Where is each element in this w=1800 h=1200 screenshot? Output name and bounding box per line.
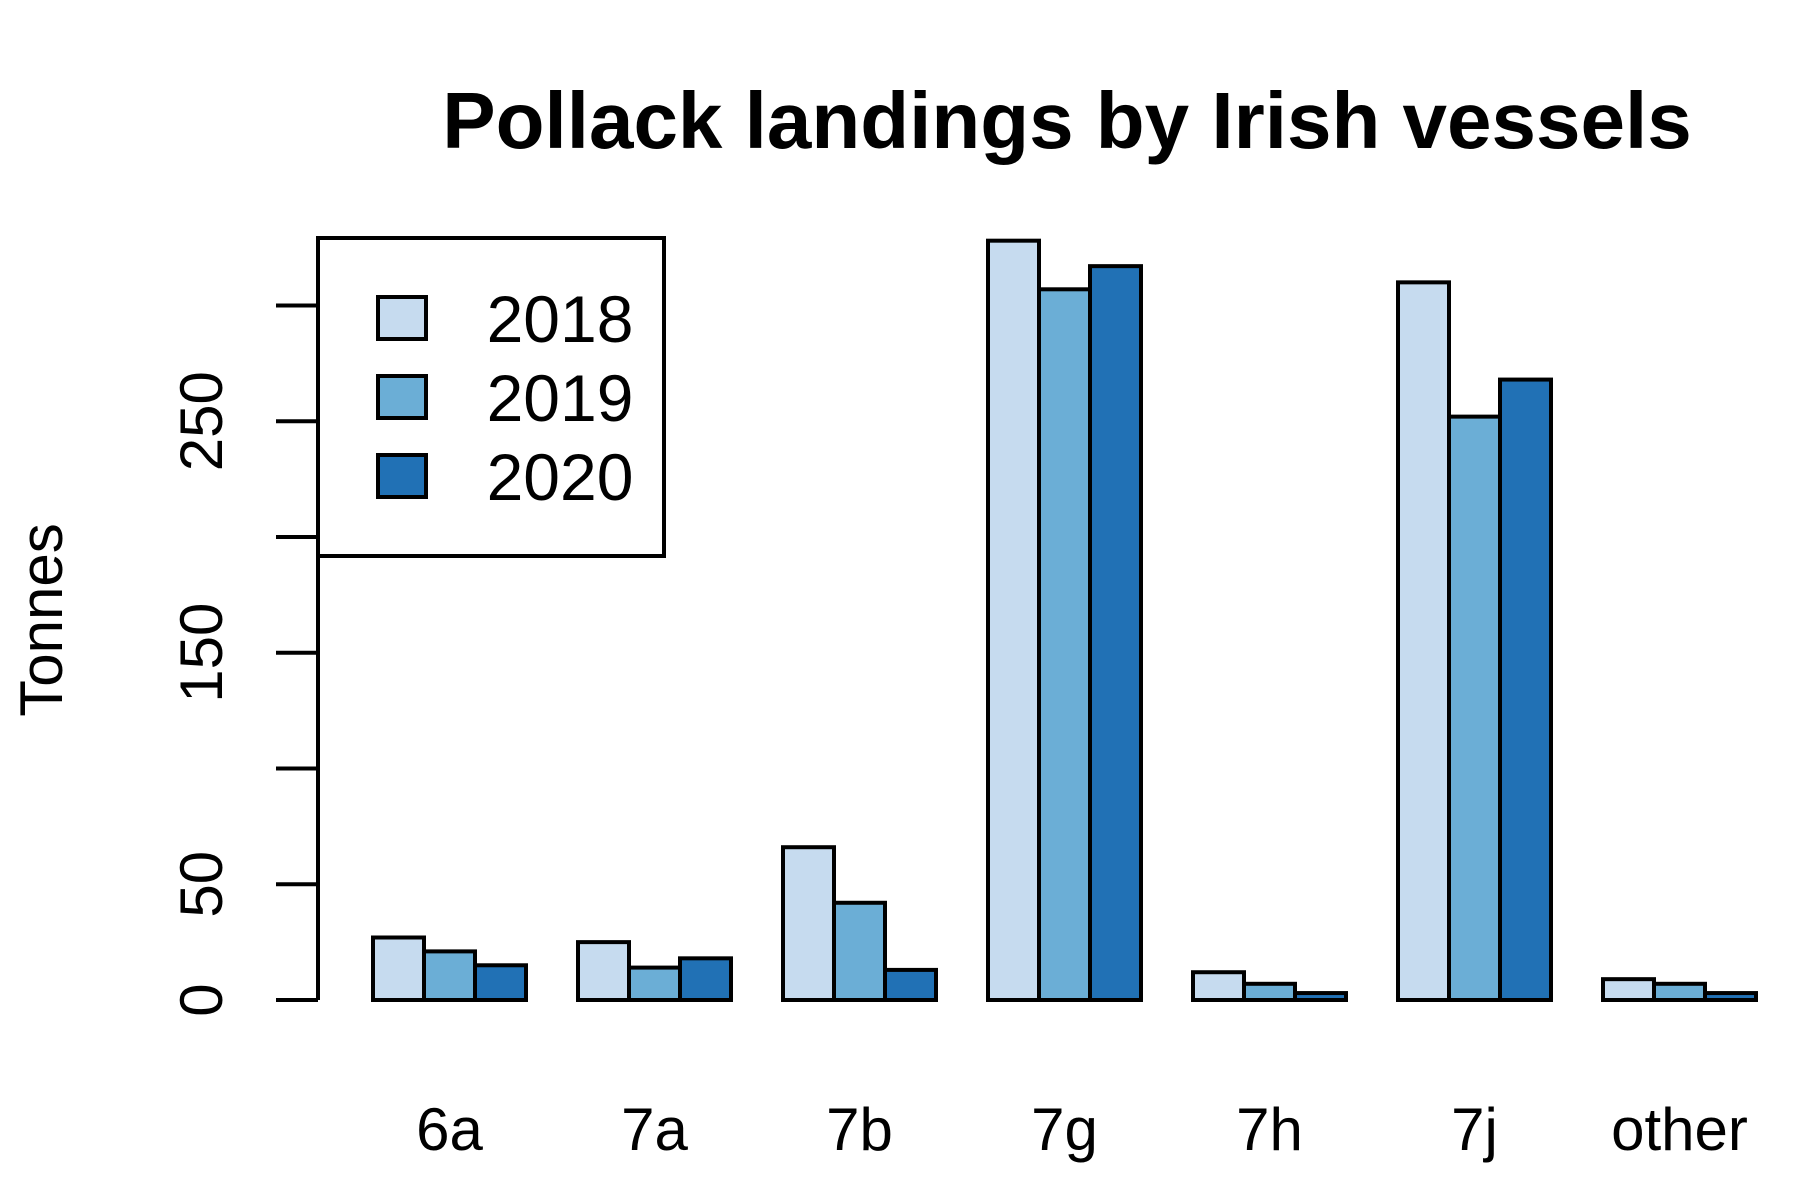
x-tick-label: 7j [1451,1096,1498,1163]
y-tick-label: 150 [168,603,235,703]
x-tick-label: 7a [621,1096,688,1163]
bar-6a-2018 [371,935,426,1002]
bar-7b-2018 [781,845,836,1003]
y-axis-label: Tonnes [8,523,75,716]
bar-7a-2018 [576,940,631,1002]
bar-7g-2019 [1037,287,1092,1003]
y-axis: 0 50 150 250 [168,303,320,1017]
bar-7j-2018 [1396,280,1451,1003]
bar-7j-2020 [1498,377,1553,1002]
legend-label-2019: 2019 [487,361,634,435]
bar-7g-2018 [986,238,1041,1002]
bar-7h-2020 [1293,991,1348,1002]
legend-swatch-2018 [376,295,428,341]
legend-swatch-2019 [376,374,428,420]
bar-7h-2018 [1191,970,1246,1002]
x-tick-label: 6a [416,1096,483,1163]
x-tick-label: 7g [1031,1096,1098,1163]
bars-group [371,238,1758,1003]
bar-7h-2019 [1242,981,1297,1002]
x-axis-labels: 6a 7a 7b 7g 7h 7j other [416,1096,1748,1163]
legend-label-2018: 2018 [487,282,634,356]
bar-6a-2019 [422,949,477,1003]
y-tick-label: 0 [168,983,235,1016]
bar-7b-2019 [832,900,887,1003]
y-tick-label: 250 [168,371,235,471]
bar-other-2020 [1703,991,1758,1002]
bar-7b-2020 [883,967,938,1003]
x-tick-label: 7h [1236,1096,1303,1163]
bar-7g-2020 [1088,264,1143,1002]
chart-title: Pollack landings by Irish vessels [442,76,1691,165]
bar-7j-2019 [1447,414,1502,1002]
legend-box [316,236,666,558]
bar-other-2019 [1652,981,1707,1002]
bar-7a-2019 [627,965,682,1003]
legend-swatch-2020 [376,453,428,499]
bar-6a-2020 [473,963,528,1003]
bar-7a-2020 [678,956,733,1003]
legend-label-2020: 2020 [487,440,634,514]
y-tick-label: 50 [168,851,235,918]
bar-other-2018 [1601,977,1656,1002]
x-tick-label: 7b [826,1096,893,1163]
x-tick-label: other [1611,1096,1748,1163]
